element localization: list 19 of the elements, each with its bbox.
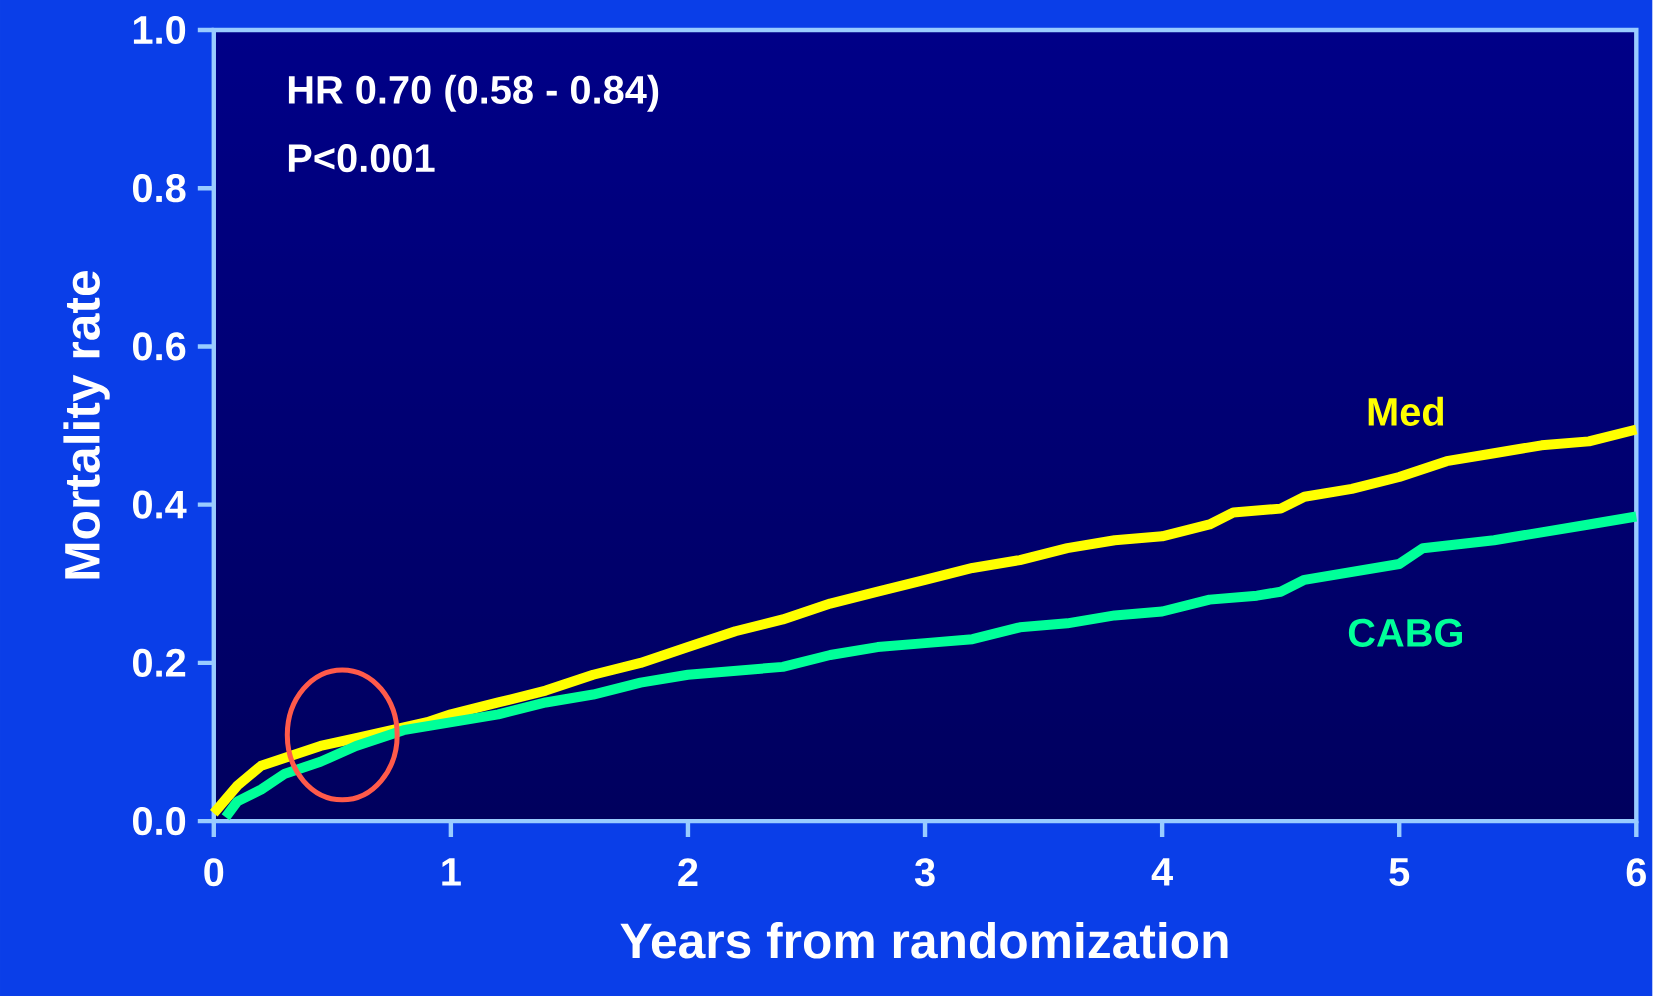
y-tick-label: 1.0 [133, 15, 186, 45]
y-tick-label: 0.8 [132, 174, 186, 203]
x-tick-label: 5 [1389, 858, 1410, 886]
y-tick-label: 0.4 [132, 490, 187, 519]
y-tick-label: 0.0 [132, 807, 186, 836]
x-axis-title: Years from randomization [620, 922, 1228, 959]
y-tick-label: 0.2 [132, 648, 186, 677]
x-tick-label: 2 [678, 858, 698, 886]
y-tick-label: 0.6 [132, 332, 186, 361]
x-tick-label: 3 [914, 858, 935, 887]
x-tick-label: 4 [1151, 858, 1173, 886]
annotation: HR 0.70 (0.58 - 0.84) [288, 74, 659, 112]
series-label: CABG [1348, 618, 1462, 647]
x-tick-label: 6 [1626, 858, 1646, 887]
y-axis-title: Mortality rate [63, 271, 110, 579]
x-tick-label: 1 [442, 858, 461, 886]
x-tick-label: 0 [204, 858, 224, 887]
annotation: P<0.001 [288, 144, 435, 173]
series-label: Med [1368, 396, 1444, 426]
